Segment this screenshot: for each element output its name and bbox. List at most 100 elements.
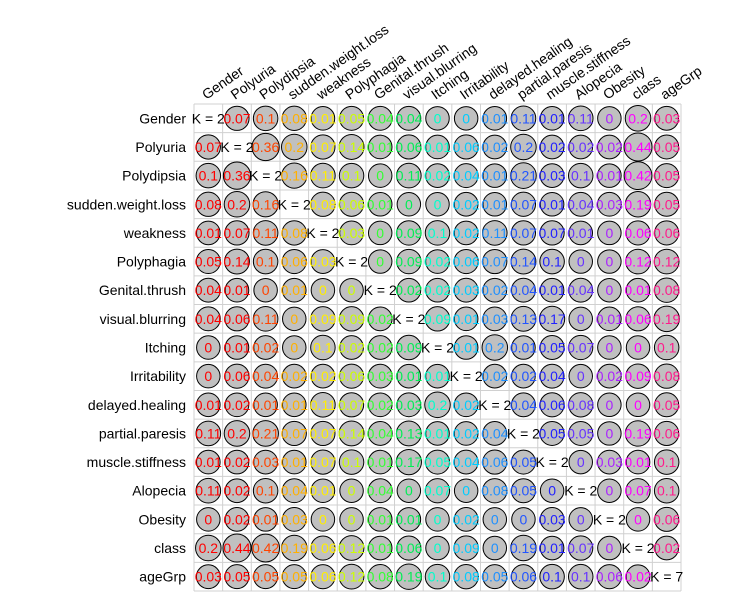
- association-circle: [510, 392, 536, 418]
- cell-value-label: 0.04: [481, 425, 508, 441]
- cell-value-label: 0.08: [653, 282, 680, 298]
- association-circle: [539, 106, 565, 131]
- cell-value-label: 0.07: [567, 540, 594, 556]
- association-circle: [396, 277, 422, 303]
- association-circle: [510, 220, 537, 246]
- association-circle: [654, 134, 680, 160]
- cell-value-label: 0: [605, 254, 613, 270]
- cell-value-label: 0.17: [395, 454, 422, 470]
- association-circle: [425, 163, 450, 188]
- cell-value-label: 0.04: [567, 196, 594, 212]
- cell-value-label: 0.01: [281, 282, 308, 298]
- association-circle: [510, 478, 536, 504]
- cell-value-label: 0.01: [481, 196, 508, 212]
- cell-value-label: 0.06: [223, 368, 250, 384]
- association-circle: [195, 534, 222, 562]
- association-circle: [539, 420, 565, 446]
- cell-value-label: 0.04: [195, 311, 222, 327]
- association-circle: [482, 134, 508, 160]
- association-circle: [367, 507, 393, 532]
- association-circle: [253, 363, 279, 389]
- cell-value-label: 0.19: [624, 425, 651, 441]
- cell-value-label: 0.08: [567, 397, 594, 413]
- cell-value-label: 0: [319, 282, 327, 298]
- association-circle: [396, 192, 422, 217]
- association-circle: [396, 363, 422, 389]
- association-circle: [281, 420, 307, 447]
- cell-value-label: 0.2: [227, 425, 247, 441]
- association-circle: [453, 564, 479, 590]
- cell-value-label: 0.05: [653, 196, 680, 212]
- association-circle: [253, 335, 278, 360]
- association-circle: [367, 191, 393, 217]
- cell-value-label: 0.01: [538, 282, 565, 298]
- association-circle: [281, 220, 307, 246]
- cell-value-label: 0.06: [453, 139, 480, 155]
- column-label: ageGrp: [657, 62, 705, 102]
- cell-value-label: 0.09: [338, 311, 365, 327]
- cell-value-label: 0.1: [657, 340, 677, 356]
- cell-value-label: 0.04: [510, 282, 537, 298]
- cell-value-label: 0.09: [624, 368, 651, 384]
- cell-value-label: 0.06: [653, 425, 680, 441]
- cell-value-label: 0.09: [453, 540, 480, 556]
- cell-value-label: 0: [348, 483, 356, 499]
- cell-value-label: 0.05: [510, 483, 537, 499]
- cell-value-label: 0.02: [481, 368, 508, 384]
- association-circle: [310, 334, 336, 361]
- row-label: Polyuria: [135, 139, 186, 155]
- cell-value-label: 0.14: [338, 425, 365, 441]
- association-circle: [453, 449, 479, 475]
- association-circle: [653, 477, 680, 504]
- cell-value-label: 0.04: [395, 110, 422, 126]
- cell-value-label: 0.04: [538, 368, 565, 384]
- row-label: visual.blurring: [100, 311, 186, 327]
- cell-value-label: 0.08: [195, 196, 222, 212]
- association-circle: [510, 277, 536, 303]
- association-circle: [424, 306, 451, 332]
- cell-value-label: 0: [605, 483, 613, 499]
- cell-value-label: 0.2: [285, 139, 305, 155]
- association-circle: [653, 248, 680, 275]
- association-circle: [281, 363, 307, 389]
- cell-value-label: 0.01: [424, 368, 451, 384]
- association-circle: [339, 277, 364, 303]
- diagonal-label: K = 2: [220, 139, 253, 155]
- cell-value-label: 0.21: [510, 168, 537, 184]
- association-circle: [568, 420, 594, 446]
- association-circle: [453, 106, 479, 131]
- cell-value-label: 0.03: [252, 454, 279, 470]
- cell-value-label: 0.05: [223, 569, 250, 585]
- cell-value-label: 0.02: [510, 368, 537, 384]
- cell-value-label: 0: [290, 340, 298, 356]
- row-label: Polydipsia: [122, 168, 186, 184]
- association-circle: [224, 478, 250, 504]
- cell-value-label: 0.05: [510, 454, 537, 470]
- association-circle: [252, 220, 279, 246]
- cell-value-label: 0.12: [653, 254, 680, 270]
- cell-value-label: 0.11: [195, 425, 221, 441]
- cell-value-label: 0.03: [309, 254, 336, 270]
- cell-value-label: 0.01: [538, 196, 565, 212]
- cell-value-label: 0: [634, 340, 642, 356]
- association-circle: [482, 191, 508, 217]
- association-circle: [338, 420, 365, 447]
- cell-value-label: 0.19: [653, 311, 680, 327]
- diagonal-label: K = 7: [650, 569, 683, 585]
- association-circle: [653, 305, 680, 333]
- cell-value-label: 0.11: [482, 225, 508, 241]
- cell-value-label: 0.07: [510, 225, 537, 241]
- association-circle: [597, 163, 622, 188]
- cell-value-label: 0.14: [223, 254, 250, 270]
- association-circle: [338, 449, 365, 475]
- cell-value-label: 0.01: [367, 139, 394, 155]
- association-circle: [395, 563, 423, 590]
- association-circle: [195, 191, 221, 217]
- cell-value-label: 0.08: [281, 110, 308, 126]
- cell-value-label: 0.07: [538, 225, 565, 241]
- cell-value-label: 0.07: [567, 340, 594, 356]
- row-label: Polyphagia: [117, 254, 186, 270]
- association-circle: [568, 363, 593, 389]
- association-circle: [654, 506, 680, 532]
- diagonal-label: K = 2: [507, 425, 540, 441]
